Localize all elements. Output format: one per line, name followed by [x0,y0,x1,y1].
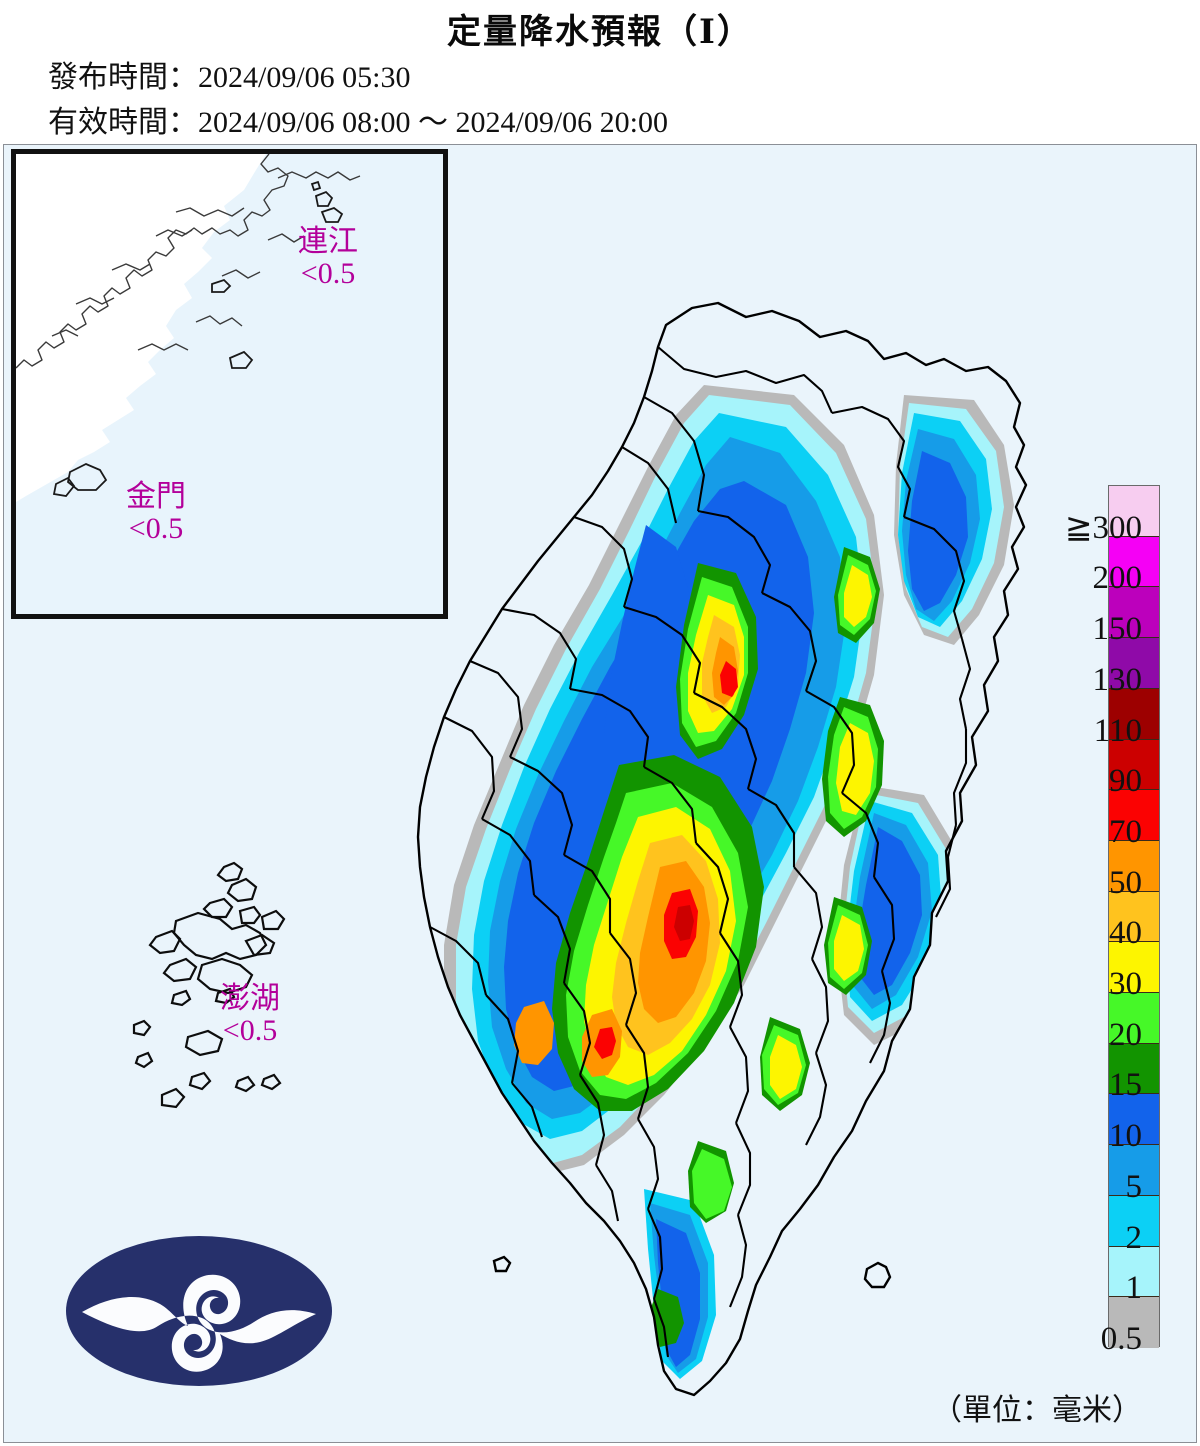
colorbar-tick-0.5: 0.5 [1100,1321,1142,1357]
colorbar-tick-50: 50 [1109,864,1142,901]
kinmen-value: <0.5 [128,511,184,545]
lienchiang-value: <0.5 [300,256,356,290]
valid-time-text: 有效時間：2024/09/06 08:00 ～ 2024/09/06 20:00 [48,106,669,139]
colorbar-band-150 [1109,587,1159,639]
penghu-islands [132,861,286,1109]
colorbar-tick-30: 30 [1109,966,1142,1003]
page-title: 定量降水預報（Ⅰ） [447,14,753,51]
issue-time-text: 發布時間：2024/09/06 05:30 [48,61,411,94]
offshore-inset-map[interactable]: 連江 <0.5 金門 <0.5 [11,149,448,619]
colorbar-tick-110: 110 [1093,712,1142,749]
penghu-label: 澎湖 <0.5 [220,982,280,1048]
unit-caption: （單位：毫米） [932,1394,1142,1427]
colorbar-tick-70: 70 [1109,813,1142,850]
colorbar-band-15 [1109,1043,1159,1095]
penghu-value: <0.5 [222,1014,278,1048]
colorbar-band-110 [1109,688,1159,740]
colorbar-band-130 [1109,638,1159,689]
colorbar-tick-150: 150 [1092,611,1143,648]
colorbar-band-20 [1109,993,1159,1044]
colorbar-tick-15: 15 [1109,1067,1142,1104]
colorbar-band-gte300 [1109,486,1159,537]
inset-label-lienchiang: 連江 <0.5 [298,226,358,289]
map-canvas[interactable]: 連江 <0.5 金門 <0.5 [3,144,1197,1443]
colorbar-tick-40: 40 [1109,915,1142,952]
header: 定量降水預報（Ⅰ） 發布時間：2024/09/06 05:30 有效時間：202… [0,0,1200,145]
taiwan-rainfall-map [4,145,1196,1442]
kinmen-name: 金門 [126,480,186,513]
colorbar-band-50 [1109,840,1159,892]
county-boundaries [429,346,972,1358]
colorbar-band-10 [1109,1094,1159,1146]
colorbar-band-5 [1109,1145,1159,1196]
colorbar-tick-2: 2 [1125,1219,1143,1256]
colorbar-band-0.5 [1109,1297,1159,1348]
colorbar-band-90 [1109,739,1159,791]
inset-map-svg [16,154,443,614]
colorbar-band-2 [1109,1195,1159,1247]
cwa-logo [66,1236,332,1386]
colorbar-tick-20: 20 [1109,1016,1142,1053]
colorbar-tick-5: 5 [1125,1168,1143,1205]
colorbar-tick-130: 130 [1092,661,1143,698]
colorbar-tick-90: 90 [1109,763,1142,800]
rainfall-contour-fills [444,385,1014,1379]
inset-label-kinmen: 金門 <0.5 [126,481,186,544]
colorbar-band-1 [1109,1246,1159,1298]
colorbar-tick-10: 10 [1109,1118,1142,1155]
taiwan-coastline [416,301,1028,1397]
colorbar-tick-200: 200 [1092,560,1143,597]
colorbar-band-30 [1109,942,1159,994]
colorbar-band-70 [1109,790,1159,841]
colorbar-band-200 [1109,536,1159,588]
lienchiang-name: 連江 [298,225,358,258]
offshore-islets [492,1255,892,1289]
colorbar-tick-1: 1 [1125,1270,1143,1307]
colorbar-tick-gte300: ≧300 [1064,509,1142,546]
penghu-name: 澎湖 [220,982,280,1015]
colorbar-band-40 [1109,891,1159,943]
rainfall-colorbar [1108,485,1160,1348]
